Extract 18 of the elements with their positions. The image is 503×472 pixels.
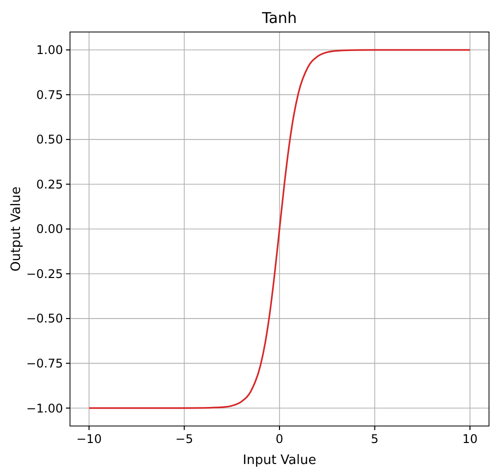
y-axis-title: Output Value (9, 186, 24, 272)
x-tick-label: 5 (370, 432, 379, 446)
y-tick-label: 0.75 (36, 88, 63, 102)
x-axis-title: Input Value (242, 453, 316, 468)
y-tick-label: 1.00 (36, 43, 63, 58)
y-tick-label: 0.50 (36, 132, 63, 147)
y-tick-label: −0.50 (26, 312, 63, 326)
x-tick-label: −5 (175, 432, 194, 446)
y-tick-label: −0.25 (26, 266, 63, 281)
x-tick-label: 0 (276, 432, 284, 446)
line-series (88, 49, 471, 409)
y-tick-label: −1.00 (26, 401, 63, 416)
x-tick-label: 10 (462, 432, 478, 446)
y-tick-label: 0.00 (36, 222, 63, 236)
chart-title: Tanh (261, 9, 297, 27)
x-tick-label: −10 (76, 432, 102, 446)
y-tick-label: 0.25 (36, 177, 63, 192)
y-tick-label: −0.75 (26, 356, 63, 371)
